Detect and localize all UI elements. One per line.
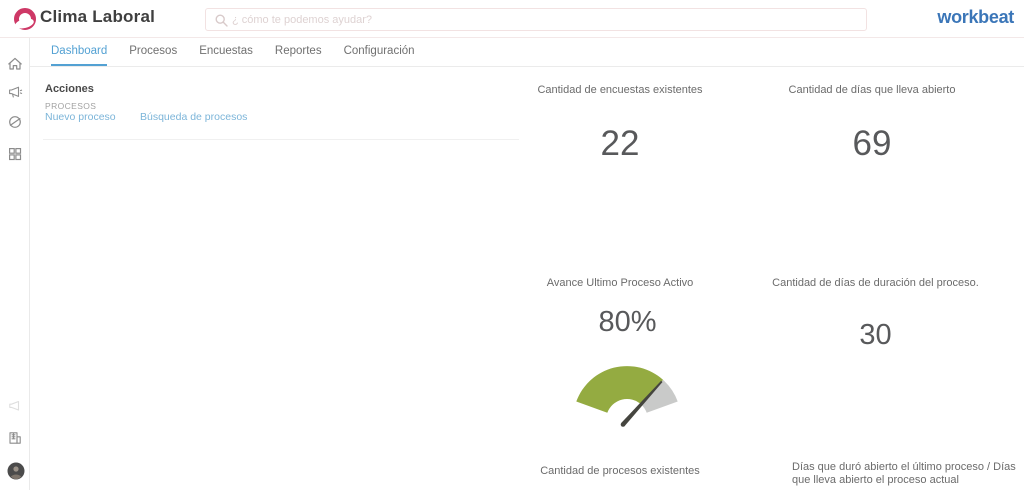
tab-procesos[interactable]: Procesos [129, 45, 178, 57]
faint-megaphone-icon[interactable] [7, 398, 23, 414]
workbeat-wordmark: workbeat [937, 7, 1014, 27]
new-process-link[interactable]: Nuevo proceso [45, 111, 116, 123]
metric-label-encuestas: Cantidad de encuestas existentes [537, 84, 703, 96]
megaphone-icon[interactable] [7, 84, 23, 100]
left-sidebar [0, 38, 30, 490]
metric-value-dias-abierto: 69 [852, 124, 892, 163]
metric-label-avance: Avance Ultimo Proceso Activo [546, 277, 694, 289]
actions-section-label: PROCESOS [45, 101, 97, 111]
app-header: Clima Laboral workbeat [0, 0, 1024, 38]
gauge-filled-arc [576, 366, 664, 413]
actions-panel-title: Acciones [45, 83, 94, 95]
search-icon [215, 14, 228, 27]
building-icon[interactable] [7, 430, 23, 446]
progress-gauge [567, 342, 687, 427]
gauge-empty-arc [641, 379, 678, 413]
metric-value-avance: 80% [598, 306, 657, 338]
page-title: Clima Laboral [40, 7, 156, 26]
metric-label-dias-abierto: Cantidad de días que lleva abierto [788, 84, 956, 96]
metric-value-duracion: 30 [859, 319, 892, 351]
tab-configuracion[interactable]: Configuración [343, 45, 415, 57]
metric-label-procesos: Cantidad de procesos existentes [540, 465, 700, 477]
tab-encuestas[interactable]: Encuestas [199, 45, 253, 57]
global-search[interactable] [205, 8, 867, 31]
module-tabbar: Dashboard Procesos Encuestas Reportes Co… [30, 38, 1024, 67]
metric-value-encuestas: 22 [600, 124, 640, 163]
workbeat-logo-icon[interactable] [14, 8, 36, 31]
metric-label-duracion: Cantidad de días de duración del proceso… [772, 277, 979, 289]
search-input[interactable] [232, 9, 862, 30]
grid-icon[interactable] [7, 146, 23, 162]
user-avatar[interactable] [7, 462, 25, 480]
metric-label-dias-ratio: Días que duró abierto el último proceso … [792, 461, 1016, 486]
search-process-link[interactable]: Búsqueda de procesos [140, 111, 248, 123]
gauge-needle-cap [620, 422, 626, 427]
block-icon[interactable] [7, 114, 23, 130]
tab-dashboard[interactable]: Dashboard [51, 38, 108, 66]
gauge-needle [621, 380, 663, 426]
home-icon[interactable] [7, 56, 23, 72]
actions-divider [43, 139, 519, 140]
tab-reportes[interactable]: Reportes [274, 45, 322, 57]
